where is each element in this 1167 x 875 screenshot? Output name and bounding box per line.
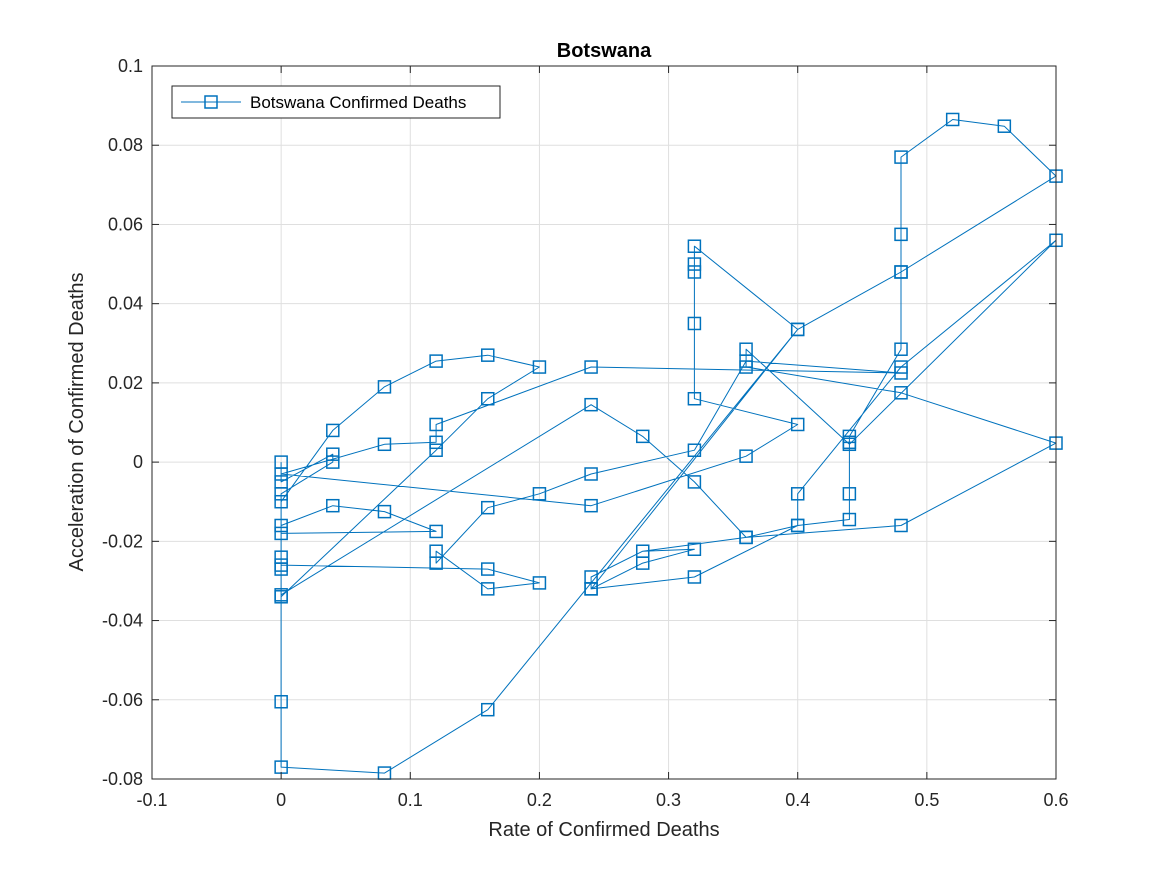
x-tick-labels: -0.1 0 0.1 0.2 0.3 0.4 0.5 0.6 <box>136 790 1068 810</box>
data-point-marker <box>842 512 857 527</box>
plot-area-background <box>152 66 1056 779</box>
data-point-marker <box>790 518 805 533</box>
data-point-marker <box>894 227 908 242</box>
series-layer <box>274 112 1063 780</box>
data-point-marker <box>481 348 495 362</box>
data-point-marker <box>687 475 702 489</box>
data-point-marker <box>687 257 702 271</box>
y-tick-label: -0.02 <box>102 531 143 551</box>
data-point-marker <box>429 354 443 368</box>
y-tick-label: 0 <box>133 452 143 472</box>
data-point-marker <box>739 449 753 463</box>
data-point-marker <box>429 524 443 539</box>
data-point-marker <box>584 467 598 481</box>
data-point-marker <box>326 447 340 461</box>
data-point-marker <box>429 435 443 450</box>
chart-title: Botswana <box>557 40 652 62</box>
data-point-marker <box>687 570 702 584</box>
data-point-marker <box>997 119 1012 133</box>
y-tick-label: -0.06 <box>102 690 143 710</box>
data-point-marker <box>894 342 908 356</box>
data-point-marker <box>274 558 288 572</box>
data-point-marker <box>481 391 495 406</box>
data-point-marker <box>377 380 392 394</box>
tick-marks <box>151 65 1057 780</box>
data-point-marker <box>274 588 288 602</box>
data-point-marker <box>894 386 908 400</box>
data-point-marker <box>842 429 857 444</box>
data-point-marker <box>894 518 908 533</box>
legend-series-label: Botswana Confirmed Deaths <box>250 93 466 112</box>
data-point-marker <box>635 429 650 444</box>
series-line <box>280 119 1057 774</box>
data-point-marker <box>274 494 288 509</box>
data-point-marker <box>274 487 288 501</box>
data-point-marker <box>481 500 495 515</box>
x-tick-label: 0.2 <box>527 790 552 810</box>
data-point-marker <box>481 582 495 596</box>
data-point-marker <box>326 455 340 469</box>
y-tick-label: 0.04 <box>108 294 143 314</box>
data-point-marker <box>584 582 598 596</box>
data-point-marker <box>274 695 288 709</box>
data-point-marker <box>326 498 340 513</box>
data-point-marker <box>532 360 547 374</box>
data-point-marker <box>687 391 702 406</box>
data-point-marker <box>377 504 392 519</box>
data-point-marker <box>894 360 908 374</box>
legend-square-marker <box>204 95 218 109</box>
y-tick-label: 0.02 <box>108 373 143 393</box>
x-tick-label: 0.1 <box>398 790 423 810</box>
x-axis-label: Rate of Confirmed Deaths <box>488 819 719 841</box>
data-point-marker <box>894 150 908 164</box>
y-axis-label: Acceleration of Confirmed Deaths <box>66 272 88 571</box>
data-point-marker <box>790 417 805 432</box>
data-point-marker <box>842 487 857 501</box>
data-point-marker <box>687 239 702 253</box>
y-tick-label: 0.08 <box>108 135 143 155</box>
data-point-marker <box>894 265 908 279</box>
data-point-marker <box>584 360 598 374</box>
data-point-marker <box>274 526 288 541</box>
data-point-marker <box>687 265 702 279</box>
data-point-marker <box>790 322 805 337</box>
data-point-marker <box>842 437 857 452</box>
data-point-marker <box>945 112 960 127</box>
y-tick-labels: -0.08 -0.06 -0.04 -0.02 0 0.02 0.04 0.06 0.08 0.1 <box>102 56 143 789</box>
data-point-marker <box>481 702 495 717</box>
data-point-marker <box>481 562 495 576</box>
data-point-marker <box>429 556 443 570</box>
x-tick-label: 0 <box>276 790 286 810</box>
data-point-marker <box>274 467 288 481</box>
legend: Botswana Confirmed Deaths <box>171 85 501 119</box>
data-point-marker <box>429 443 443 457</box>
y-tick-label: 0.1 <box>118 56 143 76</box>
data-point-marker <box>532 487 547 501</box>
data-point-marker <box>274 518 288 533</box>
x-tick-label: 0.4 <box>785 790 810 810</box>
data-point-marker <box>377 437 392 452</box>
y-tick-label: 0.06 <box>108 214 143 234</box>
data-point-marker <box>739 530 753 545</box>
data-point-marker <box>635 544 650 558</box>
x-tick-label: 0.6 <box>1043 790 1068 810</box>
data-point-marker <box>532 576 547 590</box>
data-point-marker <box>687 443 702 457</box>
y-tick-label: -0.04 <box>102 611 143 631</box>
data-point-marker <box>326 423 340 438</box>
y-tick-label: -0.08 <box>102 769 143 789</box>
data-point-marker <box>739 342 753 356</box>
data-point-marker <box>790 487 805 501</box>
data-point-marker <box>687 316 702 331</box>
data-point-marker <box>584 498 598 513</box>
x-tick-label: 0.3 <box>656 790 681 810</box>
data-point-marker <box>429 417 443 432</box>
data-point-marker <box>687 542 702 557</box>
x-tick-label: 0.5 <box>914 790 939 810</box>
x-tick-label: -0.1 <box>136 790 167 810</box>
axes-box <box>151 65 1057 780</box>
data-point-marker <box>584 397 598 412</box>
data-point-marker <box>739 360 753 374</box>
